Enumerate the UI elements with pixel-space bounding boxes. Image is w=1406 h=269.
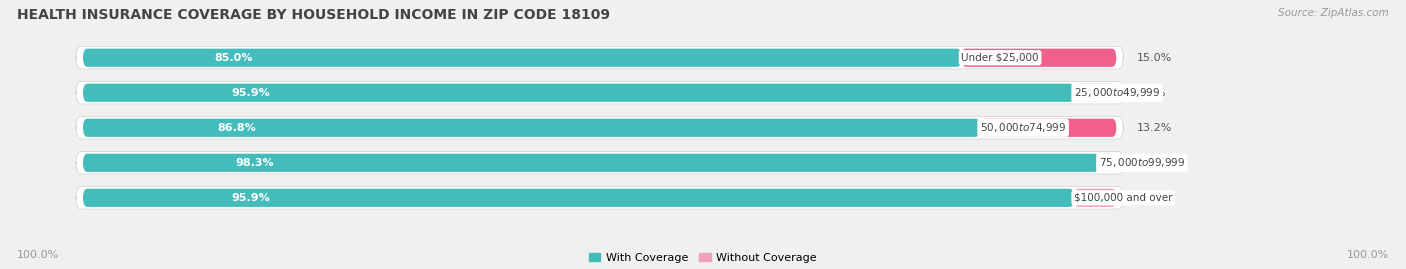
FancyBboxPatch shape bbox=[76, 47, 1123, 69]
FancyBboxPatch shape bbox=[1074, 189, 1116, 207]
Text: 13.2%: 13.2% bbox=[1137, 123, 1173, 133]
Text: 95.9%: 95.9% bbox=[232, 88, 270, 98]
Legend: With Coverage, Without Coverage: With Coverage, Without Coverage bbox=[585, 248, 821, 267]
Text: 4.1%: 4.1% bbox=[1137, 88, 1166, 98]
FancyBboxPatch shape bbox=[980, 119, 1116, 137]
Text: 1.7%: 1.7% bbox=[1137, 158, 1166, 168]
FancyBboxPatch shape bbox=[962, 49, 1116, 67]
FancyBboxPatch shape bbox=[83, 119, 980, 137]
Text: 100.0%: 100.0% bbox=[17, 250, 59, 260]
FancyBboxPatch shape bbox=[1074, 84, 1116, 102]
Text: $75,000 to $99,999: $75,000 to $99,999 bbox=[1099, 156, 1185, 169]
FancyBboxPatch shape bbox=[83, 84, 1074, 102]
Text: 85.0%: 85.0% bbox=[215, 53, 253, 63]
Text: $25,000 to $49,999: $25,000 to $49,999 bbox=[1074, 86, 1160, 99]
Text: Source: ZipAtlas.com: Source: ZipAtlas.com bbox=[1278, 8, 1389, 18]
FancyBboxPatch shape bbox=[83, 189, 1074, 207]
FancyBboxPatch shape bbox=[83, 154, 1099, 172]
FancyBboxPatch shape bbox=[76, 187, 1123, 209]
Text: HEALTH INSURANCE COVERAGE BY HOUSEHOLD INCOME IN ZIP CODE 18109: HEALTH INSURANCE COVERAGE BY HOUSEHOLD I… bbox=[17, 8, 610, 22]
Text: 95.9%: 95.9% bbox=[232, 193, 270, 203]
Text: 15.0%: 15.0% bbox=[1137, 53, 1173, 63]
Text: 100.0%: 100.0% bbox=[1347, 250, 1389, 260]
Text: Under $25,000: Under $25,000 bbox=[962, 53, 1039, 63]
Text: $100,000 and over: $100,000 and over bbox=[1074, 193, 1173, 203]
FancyBboxPatch shape bbox=[83, 49, 962, 67]
FancyBboxPatch shape bbox=[76, 116, 1123, 139]
Text: $50,000 to $74,999: $50,000 to $74,999 bbox=[980, 121, 1066, 134]
Text: 98.3%: 98.3% bbox=[235, 158, 274, 168]
FancyBboxPatch shape bbox=[76, 82, 1123, 104]
Text: 86.8%: 86.8% bbox=[218, 123, 256, 133]
Text: 4.1%: 4.1% bbox=[1137, 193, 1166, 203]
FancyBboxPatch shape bbox=[1099, 154, 1116, 172]
FancyBboxPatch shape bbox=[76, 152, 1123, 174]
